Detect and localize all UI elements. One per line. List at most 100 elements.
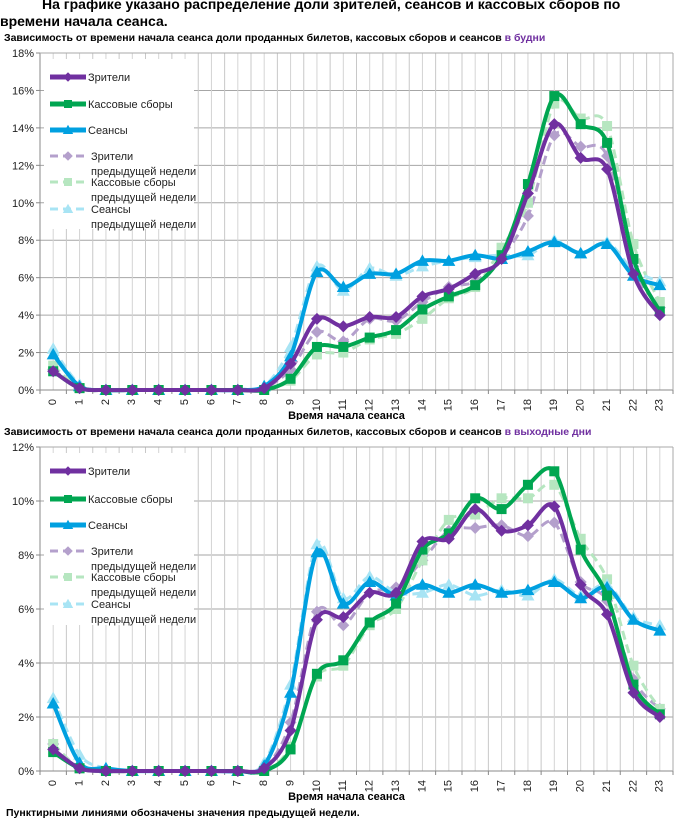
legend-label: Зрители bbox=[88, 72, 130, 84]
data-point-box_office bbox=[628, 253, 639, 264]
y-tick-label: 18% bbox=[12, 48, 34, 60]
legend-label: Кассовые сборы предыдущей недели bbox=[91, 572, 196, 599]
data-point-box_office_prev bbox=[496, 493, 507, 504]
data-point-viewers bbox=[574, 578, 587, 591]
data-point-box_office bbox=[549, 466, 560, 477]
x-tick-label: 6 bbox=[205, 399, 217, 405]
data-point-viewers bbox=[337, 320, 350, 333]
data-point-box_office_prev bbox=[338, 347, 349, 358]
data-point-box_office bbox=[522, 479, 533, 490]
data-point-viewers bbox=[469, 267, 482, 280]
data-point-sessions bbox=[363, 267, 377, 279]
data-point-viewers bbox=[126, 765, 139, 777]
data-point-sessions bbox=[284, 686, 298, 698]
x-tick-label: 23 bbox=[654, 399, 666, 411]
y-tick-label: 6% bbox=[18, 604, 34, 616]
data-point-viewers bbox=[390, 586, 403, 599]
data-point-sessions bbox=[600, 237, 614, 249]
legend-label-line: Зрители bbox=[91, 546, 133, 558]
data-point-viewers bbox=[337, 611, 350, 624]
data-point-viewers bbox=[442, 532, 455, 545]
weekend-chart: 0%2%4%6%8%10%12%0 1 2 3 4 5 6 7 8 9 10 11 12 13 14 15 16… bbox=[12, 442, 674, 803]
data-point-sessions bbox=[415, 254, 429, 266]
data-point-box_office bbox=[311, 668, 322, 679]
data-point-box_office bbox=[311, 341, 322, 352]
legend-marker bbox=[62, 598, 74, 608]
x-axis-label: Время начала сеанса bbox=[288, 791, 406, 803]
y-tick-label: 4% bbox=[18, 310, 34, 322]
x-tick-label: 20 bbox=[575, 780, 587, 792]
data-point-viewers bbox=[47, 365, 60, 378]
data-point-box_office_prev bbox=[417, 555, 428, 566]
data-point-sessions bbox=[310, 545, 324, 558]
x-tick-label: 5 bbox=[179, 399, 191, 405]
x-tick-label: 0 bbox=[47, 780, 59, 786]
legend-marker bbox=[63, 466, 73, 476]
y-tick-label: 0% bbox=[18, 385, 34, 397]
y-tick-label: 16% bbox=[12, 85, 34, 97]
legend-item: Кассовые сборы предыдущей недели bbox=[50, 572, 196, 599]
x-tick-label: 3 bbox=[126, 780, 138, 786]
data-point-viewers bbox=[99, 765, 112, 777]
data-point-viewers bbox=[258, 382, 271, 395]
data-point-viewers_prev bbox=[548, 129, 561, 142]
legend-label-line: Зрители bbox=[91, 151, 133, 163]
data-point-box_office bbox=[364, 617, 375, 628]
legend-background bbox=[44, 453, 194, 625]
x-tick-label: 11 bbox=[337, 780, 349, 791]
data-point-viewers bbox=[442, 282, 455, 295]
legend-label-line: Сеансы bbox=[91, 599, 131, 611]
data-point-box_office_prev bbox=[522, 493, 533, 504]
x-tick-label: 21 bbox=[601, 399, 613, 411]
x-tick-label: 14 bbox=[416, 780, 428, 792]
data-point-sessions bbox=[336, 597, 350, 609]
x-tick-label: 13 bbox=[390, 399, 402, 411]
data-point-box_office bbox=[285, 744, 296, 755]
x-tick-label: 17 bbox=[495, 399, 507, 411]
data-point-sessions bbox=[442, 586, 456, 598]
legend-label-line: Сеансы bbox=[88, 125, 128, 137]
data-point-box_office_prev bbox=[496, 242, 507, 253]
data-point-sessions bbox=[389, 267, 403, 279]
legend-label-line: Кассовые сборы bbox=[91, 572, 176, 584]
x-tick-label: 13 bbox=[390, 780, 402, 792]
data-point-viewers bbox=[653, 711, 666, 723]
y-tick-label: 10% bbox=[12, 198, 34, 210]
x-tick-label: 11 bbox=[337, 399, 349, 410]
legend-label-line: Кассовые сборы bbox=[88, 494, 173, 506]
x-tick-label: 7 bbox=[232, 780, 244, 786]
data-point-viewers_prev bbox=[310, 325, 323, 338]
legend-label: Сеансы bbox=[88, 520, 128, 532]
data-point-viewers bbox=[99, 384, 112, 396]
data-point-box_office bbox=[470, 280, 481, 291]
data-point-viewers bbox=[601, 163, 614, 176]
x-tick-label: 10 bbox=[311, 399, 323, 411]
y-tick-label: 0% bbox=[18, 766, 34, 778]
x-tick-label: 14 bbox=[416, 399, 428, 411]
legend-label: Кассовые сборы bbox=[88, 99, 173, 111]
x-tick-label: 2 bbox=[100, 399, 112, 405]
data-point-viewers bbox=[47, 743, 60, 756]
data-point-viewers_prev bbox=[310, 605, 323, 618]
data-point-box_office_prev bbox=[549, 479, 560, 490]
x-tick-label: 16 bbox=[469, 780, 481, 792]
data-point-viewers bbox=[627, 686, 640, 699]
legend-label: Зрители bbox=[88, 466, 130, 478]
x-tick-label: 21 bbox=[601, 780, 613, 792]
footer-note: Пунктирными линиями обозначены значения … bbox=[6, 807, 360, 819]
data-point-sessions bbox=[521, 244, 535, 257]
legend-label-line: Зрители bbox=[88, 72, 130, 84]
data-point-sessions_prev bbox=[442, 578, 456, 590]
x-tick-label: 19 bbox=[548, 780, 560, 792]
data-point-box_office_prev bbox=[338, 660, 349, 671]
data-point-viewers bbox=[310, 312, 323, 325]
data-point-viewers bbox=[521, 519, 534, 532]
data-point-viewers bbox=[205, 765, 218, 777]
y-tick-label: 12% bbox=[12, 160, 34, 172]
data-point-viewers bbox=[152, 765, 165, 777]
legend-label-line: Кассовые сборы bbox=[88, 99, 173, 111]
x-tick-label: 15 bbox=[443, 399, 455, 411]
data-point-sessions bbox=[415, 578, 429, 590]
data-point-sessions bbox=[626, 613, 640, 625]
data-point-viewers bbox=[416, 290, 429, 303]
